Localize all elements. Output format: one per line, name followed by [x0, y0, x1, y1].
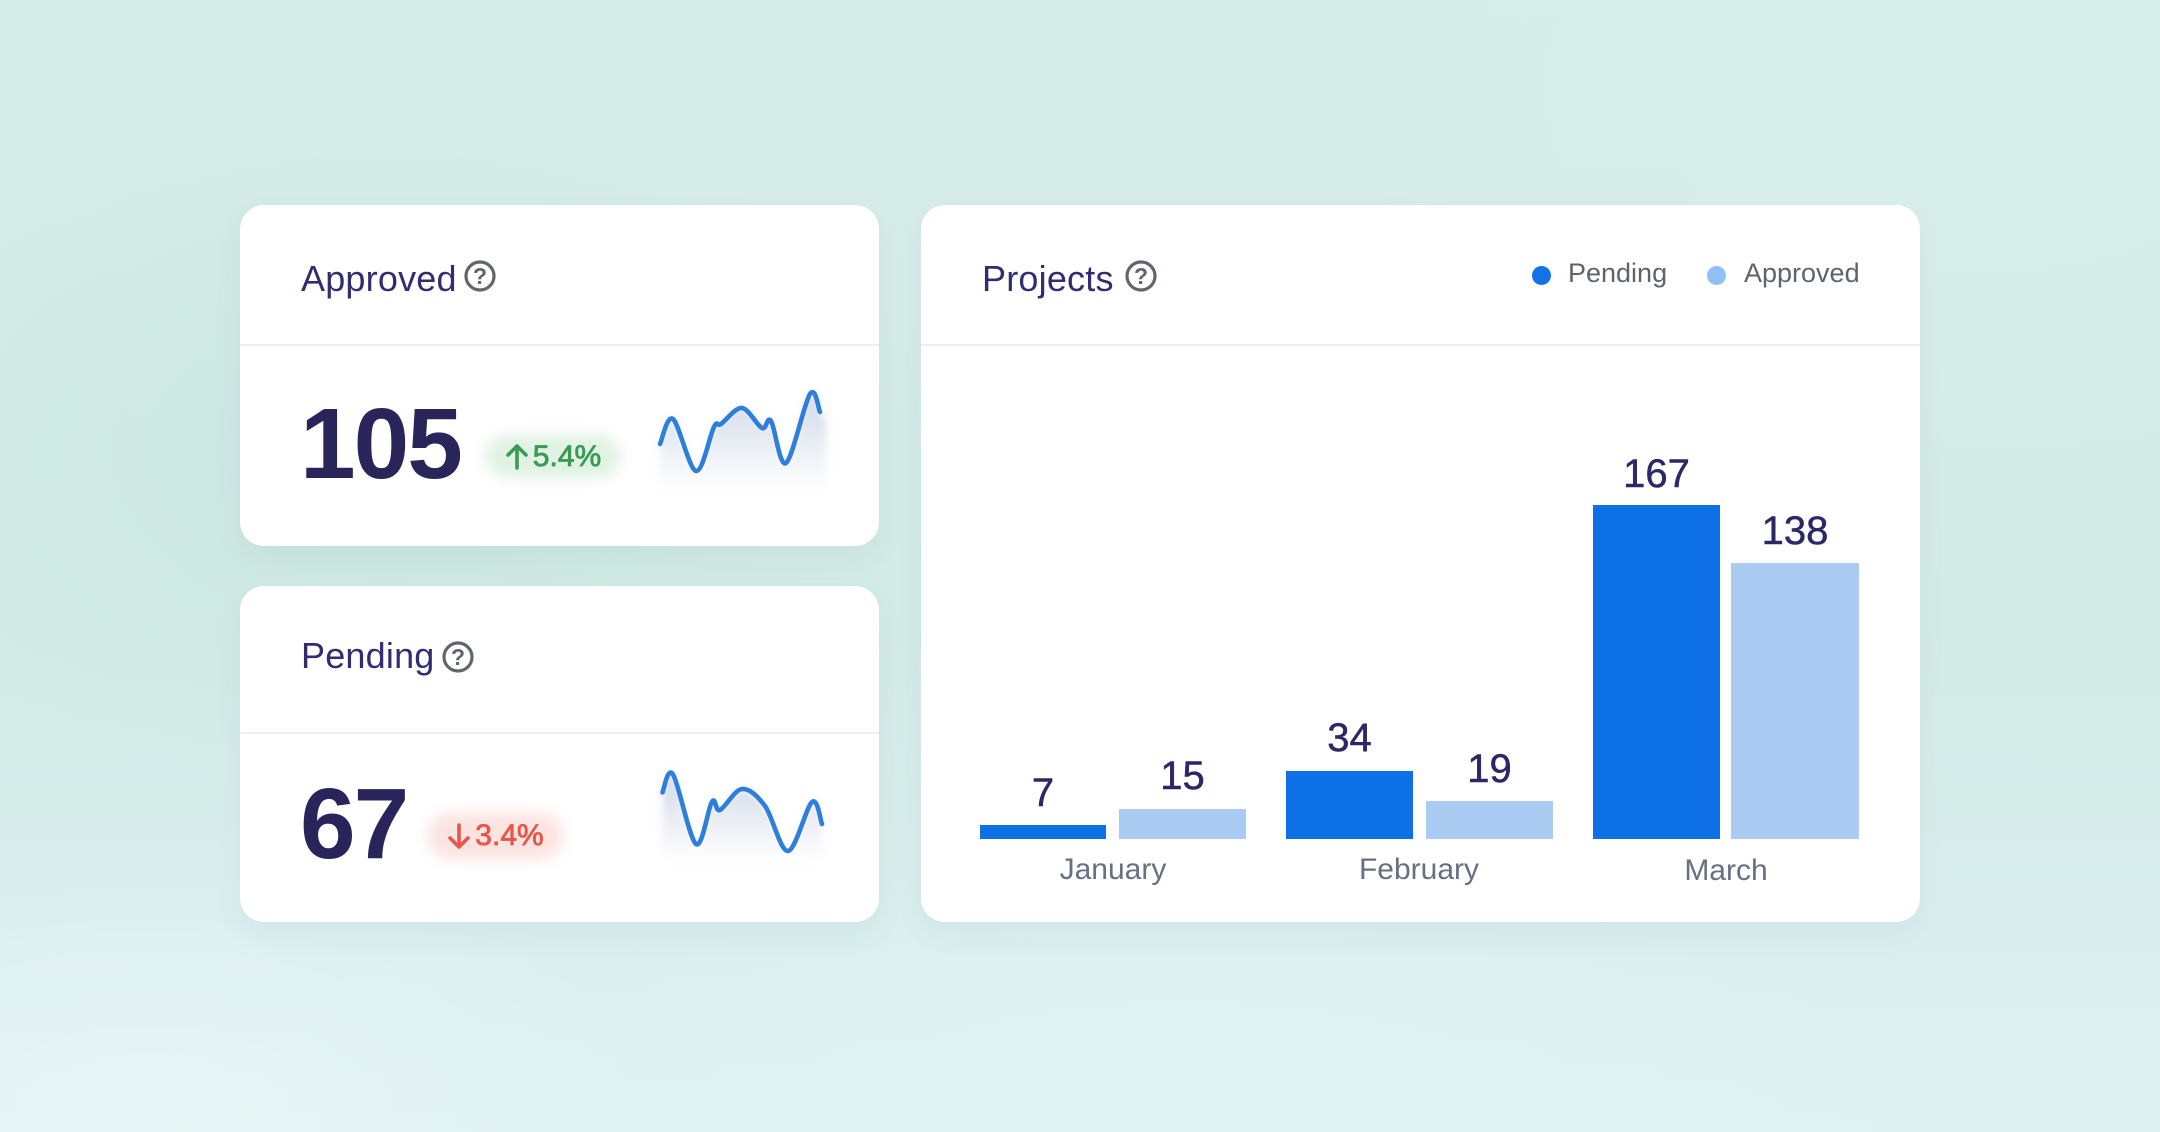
svg-text:?: ?: [1134, 263, 1148, 289]
svg-text:?: ?: [473, 263, 487, 289]
svg-text:?: ?: [451, 644, 465, 670]
